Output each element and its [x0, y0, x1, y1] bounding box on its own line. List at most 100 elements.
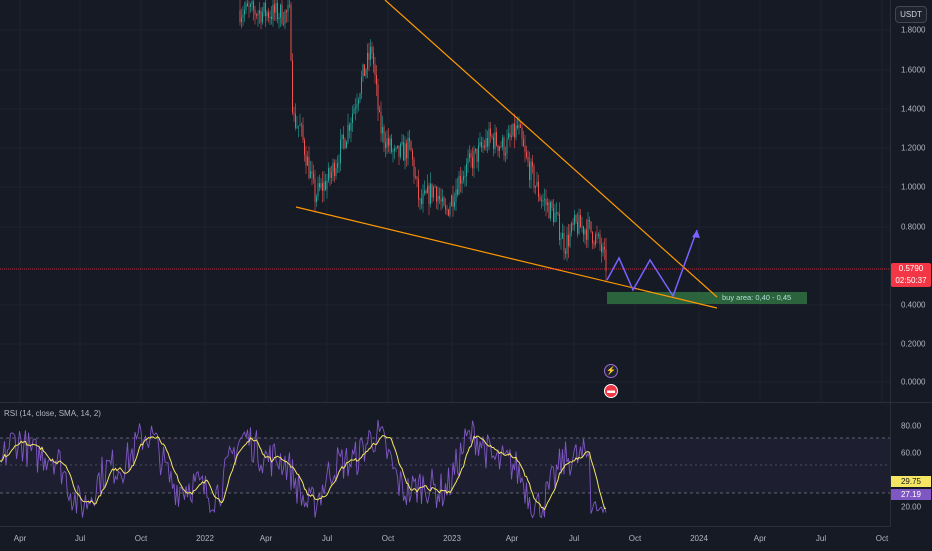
- candle-body: [338, 163, 340, 164]
- candle-body: [518, 124, 520, 128]
- candle-body: [592, 231, 593, 244]
- candle-body: [245, 3, 247, 10]
- rsi-legend[interactable]: RSI (14, close, SMA, 14, 2): [4, 409, 101, 418]
- candle-body: [370, 46, 371, 60]
- price-axis[interactable]: 1.8000 1.6000 1.4000 1.2000 1.0000 0.800…: [890, 0, 932, 526]
- candle-body: [388, 138, 389, 146]
- candle-body: [539, 196, 541, 201]
- candle-body: [382, 127, 383, 134]
- candle-body: [334, 162, 335, 177]
- candle-body: [605, 249, 607, 272]
- candle-body: [517, 125, 518, 128]
- candle-body: [493, 137, 494, 149]
- candle-body: [422, 193, 424, 205]
- rsi-ma-line: [0, 435, 607, 511]
- time-tick: Jul: [74, 534, 86, 543]
- grid-lines: [0, 0, 890, 402]
- candle-body: [559, 213, 560, 240]
- candle-body: [407, 137, 409, 159]
- candle-body: [553, 207, 554, 223]
- candle-body: [454, 201, 455, 207]
- support-trendline[interactable]: [295, 206, 718, 309]
- resistance-trendline[interactable]: [384, 0, 718, 298]
- candle-body: [569, 232, 571, 247]
- candle-body: [359, 93, 361, 100]
- time-axis[interactable]: Apr Jul Oct 2022 Apr Jul Oct 2023 Apr Ju…: [0, 526, 890, 551]
- time-tick: Apr: [753, 534, 767, 543]
- time-tick: Oct: [381, 534, 395, 543]
- candle-body: [337, 163, 338, 168]
- buy-zone-box[interactable]: [607, 292, 807, 304]
- candle-body: [311, 171, 313, 174]
- candle-body: [419, 198, 421, 200]
- candle-body: [475, 148, 476, 151]
- candle-body: [434, 186, 436, 188]
- candle-body: [323, 181, 325, 191]
- candle-body: [445, 205, 446, 210]
- candle-body: [563, 232, 565, 252]
- candle-body: [326, 180, 328, 190]
- candle-body: [254, 9, 256, 15]
- candle-body: [395, 147, 397, 149]
- currency-button[interactable]: USDT: [895, 6, 927, 23]
- candle-body: [484, 145, 485, 148]
- candle-body: [530, 161, 532, 181]
- buy-area-label[interactable]: buy area: 0,40 - 0,45: [722, 293, 792, 302]
- candle-body: [358, 99, 359, 105]
- candle-body: [476, 148, 478, 162]
- rsi-pane[interactable]: [0, 403, 890, 526]
- candle-body: [406, 143, 407, 159]
- candle-body: [529, 161, 530, 181]
- candle-body: [490, 128, 491, 136]
- candle-body: [451, 195, 452, 207]
- candle-body: [487, 137, 488, 147]
- candle-body: [496, 132, 497, 146]
- candle-body: [298, 125, 299, 127]
- candle-body: [391, 138, 392, 152]
- candle-body: [548, 202, 550, 219]
- candle-body: [440, 199, 442, 202]
- candle-body: [310, 171, 311, 178]
- candle-body: [389, 138, 391, 146]
- candle-body: [275, 2, 277, 13]
- candle-body: [568, 234, 569, 247]
- candle-body: [572, 223, 574, 225]
- time-tick: Jul: [321, 534, 333, 543]
- candle-body: [448, 209, 449, 216]
- candle-body: [335, 167, 337, 177]
- candle-body: [410, 141, 412, 151]
- candle-body: [346, 141, 347, 149]
- lightning-icon[interactable]: ⚡: [604, 364, 618, 378]
- candle-body: [344, 139, 346, 149]
- rsi-chart-svg[interactable]: [0, 403, 890, 526]
- candle-body: [502, 137, 503, 147]
- candle-body: [554, 212, 556, 223]
- candle-body: [593, 243, 595, 245]
- last-price-tag[interactable]: 0.5790 02:50:37: [891, 263, 931, 287]
- candle-body: [494, 132, 496, 149]
- rsi-tick: 20.00: [901, 502, 922, 512]
- candle-body: [325, 181, 326, 190]
- candle-body: [416, 176, 418, 179]
- price-chart-svg[interactable]: [0, 0, 890, 402]
- candle-body: [524, 146, 526, 153]
- price-pane[interactable]: buy area: 0,40 - 0,45 ⚡ ▬: [0, 0, 890, 402]
- candle-body: [478, 145, 479, 162]
- candle-body: [284, 10, 286, 24]
- candle-body: [421, 198, 422, 205]
- candle-body: [332, 162, 334, 173]
- candle-body: [250, 4, 251, 7]
- candle-body: [268, 12, 269, 18]
- candle-body: [532, 161, 533, 167]
- projection-path[interactable]: [606, 229, 698, 298]
- candle-body: [472, 157, 473, 169]
- candle-body: [379, 109, 380, 112]
- time-tick: Apr: [259, 534, 273, 543]
- us-flag-icon[interactable]: ▬: [604, 384, 618, 398]
- rsi-ma-value-tag: 27.19: [891, 489, 931, 500]
- candle-body: [508, 133, 509, 139]
- candle-body: [362, 64, 364, 78]
- pane-divider[interactable]: [0, 402, 932, 403]
- candle-body: [481, 142, 482, 148]
